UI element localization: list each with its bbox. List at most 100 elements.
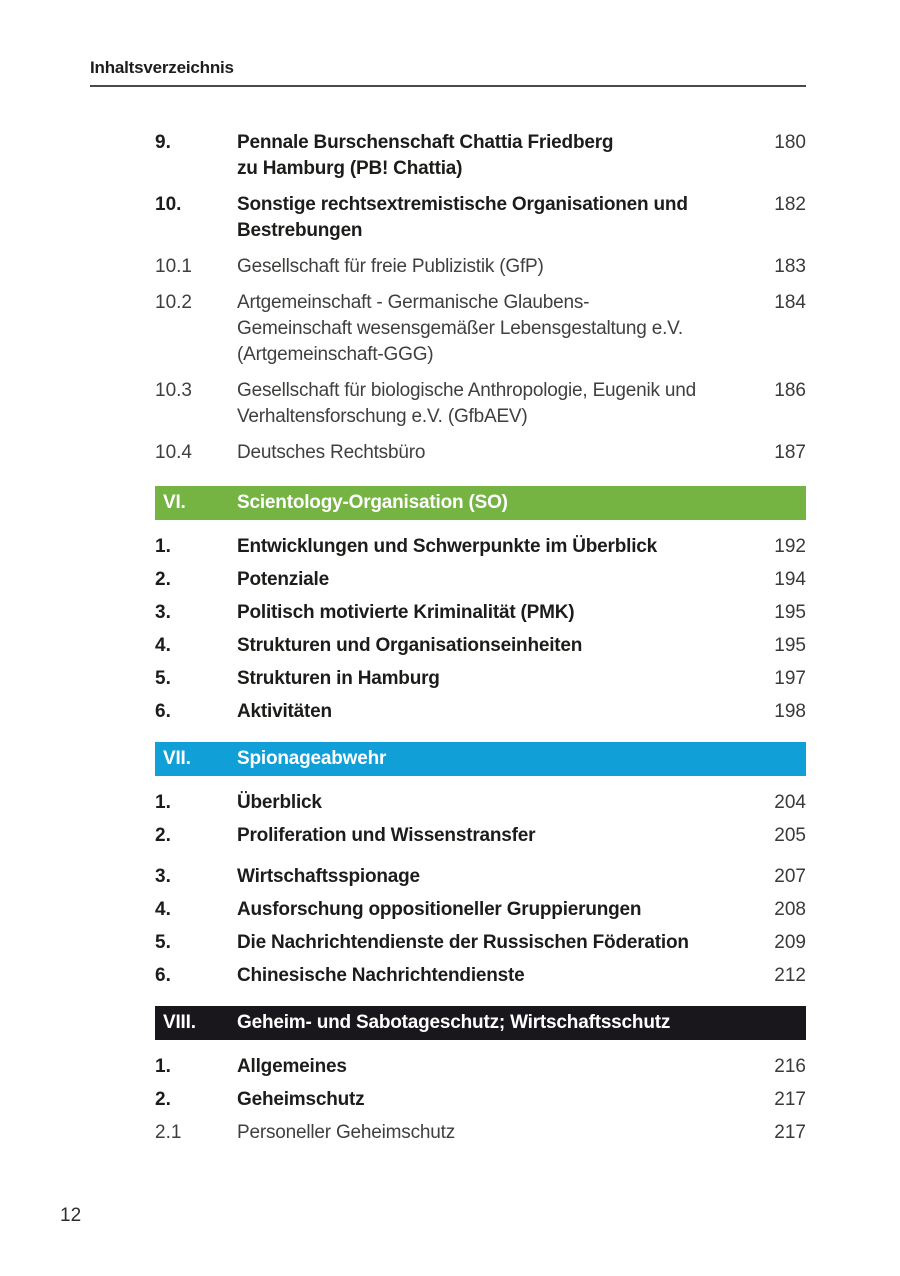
toc-entry-number: 1. [155,792,171,813]
toc-entry-title-line: Geheimschutz [237,1089,365,1110]
toc-entry-title-line: Strukturen und Organisationseinheiten [237,635,583,656]
toc-entry-title: Strukturen und Organisationseinheiten [237,633,752,658]
toc-entry-title-line: Pennale Burschenschaft Chattia Friedberg [237,132,614,153]
toc-entry-title: Die Nachrichtendienste der Russischen Fö… [237,930,752,955]
toc-entry-title-line: (Artgemeinschaft-GGG) [237,344,434,365]
toc-entry: 10.4 Deutsches Rechtsbüro 187 [155,440,806,466]
header-rule [90,85,806,87]
toc-entry-page: 182 [774,194,806,215]
toc-entry-page: 212 [774,965,806,986]
toc-entry: 10.2 Artgemeinschaft - Germanische Glaube… [155,290,806,368]
toc-entry-title-line: Sonstige rechtsextremistische Organisati… [237,194,688,215]
toc-entry-title-line: Artgemeinschaft - Germanische Glaubens- [237,292,590,313]
section-banner-vii: VII. Spionageabwehr [155,742,806,776]
toc-entry-number: 9. [155,132,171,153]
toc-entry-page: 209 [774,932,806,953]
toc-entry-number: 10.1 [155,256,192,277]
toc-entry-number: 10.3 [155,380,192,401]
section-banner-title: Scientology-Organisation (SO) [237,492,508,513]
toc-entry-title-line: Chinesische Nachrichtendienste [237,965,525,986]
toc-entry-title-line: Entwicklungen und Schwerpunkte im Überbl… [237,536,658,557]
toc-entry-title: Strukturen in Hamburg [237,666,752,691]
toc-entry-page: 194 [774,569,806,590]
toc-entry: 1. Allgemeines 216 [155,1054,806,1079]
toc-entry-title-line: Proliferation und Wissenstransfer [237,825,536,846]
toc-entry-number: 4. [155,635,171,656]
toc-entry-title-line: zu Hamburg (PB! Chattia) [237,158,463,179]
toc-entry-number: 4. [155,899,171,920]
toc-entry-page: 192 [774,536,806,557]
section-banner-number: VII. [163,748,191,769]
section-banner-vi: VI. Scientology-Organisation (SO) [155,486,806,520]
toc-entry: 4. Strukturen und Organisationseinheiten 1… [155,633,806,658]
toc-entry: 6. Chinesische Nachrichtendienste 212 [155,963,806,988]
toc-entry-title: Wirtschaftsspionage [237,864,752,889]
toc-entry-title: Artgemeinschaft - Germanische Glaubens- G… [237,290,752,368]
toc-entry-title-line: Wirtschaftsspionage [237,866,420,887]
toc-entry-number: 2. [155,825,171,846]
toc-entry-number: 2. [155,569,171,590]
toc-entry-title-line: Deutsches Rechtsbüro [237,442,426,463]
toc-entry: 1. Entwicklungen und Schwerpunkte im Über… [155,534,806,559]
toc-entry-title: Allgemeines [237,1054,752,1079]
toc-entry: 2. Proliferation und Wissenstransfer 205 [155,823,806,848]
toc-entry-page: 180 [774,132,806,153]
toc-entry-title: Sonstige rechtsextremistische Organisati… [237,192,752,244]
toc-entry-number: 10. [155,194,182,215]
toc-entry-title-line: Verhaltensforschung e.V. (GfbAEV) [237,406,528,427]
toc-entry-page: 216 [774,1056,806,1077]
toc-entry: 5. Die Nachrichtendienste der Russischen … [155,930,806,955]
section-banner-title: Spionageabwehr [237,748,387,769]
toc-entry: 10.3 Gesellschaft für biologische Anthrop… [155,378,806,430]
toc-entry-title: Entwicklungen und Schwerpunkte im Überbl… [237,534,752,559]
toc-entry-title: Pennale Burschenschaft Chattia Friedberg… [237,130,752,182]
toc-list: 9. Pennale Burschenschaft Chattia Friedbe… [155,130,806,1153]
toc-entry-number: 1. [155,536,171,557]
toc-entry: 10.1 Gesellschaft für freie Publizistik (… [155,254,806,280]
page-header-title: Inhaltsverzeichnis [90,58,234,77]
toc-entry-number: 1. [155,1056,171,1077]
toc-entry-page: 205 [774,825,806,846]
section-banner-number: VI. [163,492,186,513]
toc-entry-number: 3. [155,602,171,623]
toc-entry-page: 208 [774,899,806,920]
toc-entry: 5. Strukturen in Hamburg 197 [155,666,806,691]
toc-entry-title: Geheimschutz [237,1087,752,1112]
toc-entry-page: 195 [774,602,806,623]
toc-entry-number: 10.2 [155,292,192,313]
toc-entry-title-line: Allgemeines [237,1056,347,1077]
toc-entry-title: Aktivitäten [237,699,752,724]
toc-entry-page: 217 [774,1089,806,1110]
toc-entry-number: 5. [155,668,171,689]
toc-entry-page: 195 [774,635,806,656]
toc-entry: 2. Potenziale 194 [155,567,806,592]
toc-entry-page: 198 [774,701,806,722]
toc-entry-title-line: Überblick [237,792,322,813]
toc-entry-title-line: Strukturen in Hamburg [237,668,440,689]
toc-entry-page: 217 [774,1122,806,1143]
section-banner-title: Geheim- und Sabotageschutz; Wirtschaftss… [237,1012,671,1033]
toc-entry-title-line: Aktivitäten [237,701,332,722]
toc-entry: 2.1 Personeller Geheimschutz 217 [155,1120,806,1145]
toc-entry: 3. Wirtschaftsspionage 207 [155,864,806,889]
toc-entry-title: Proliferation und Wissenstransfer [237,823,752,848]
toc-entry-title: Gesellschaft für biologische Anthropolog… [237,378,752,430]
toc-entry-title: Gesellschaft für freie Publizistik (GfP) [237,254,752,280]
toc-entry-title: Überblick [237,790,752,815]
toc-entry: 9. Pennale Burschenschaft Chattia Friedbe… [155,130,806,182]
toc-entry-title-line: Personeller Geheimschutz [237,1122,456,1143]
toc-entry-page: 207 [774,866,806,887]
page-number: 12 [60,1205,82,1226]
toc-entry-number: 3. [155,866,171,887]
toc-entry-title-line: Gesellschaft für biologische Anthropolog… [237,380,697,401]
section-banner-number: VIII. [163,1012,196,1033]
toc-entry: 3. Politisch motivierte Kriminalität (PMK… [155,600,806,625]
toc-entry-number: 5. [155,932,171,953]
toc-entry-number: 2. [155,1089,171,1110]
toc-entry-number: 6. [155,965,171,986]
section-banner-viii: VIII. Geheim- und Sabotageschutz; Wirtsch… [155,1006,806,1040]
toc-entry-number: 10.4 [155,442,192,463]
page-header: Inhaltsverzeichnis [90,58,806,87]
toc-entry: 2. Geheimschutz 217 [155,1087,806,1112]
